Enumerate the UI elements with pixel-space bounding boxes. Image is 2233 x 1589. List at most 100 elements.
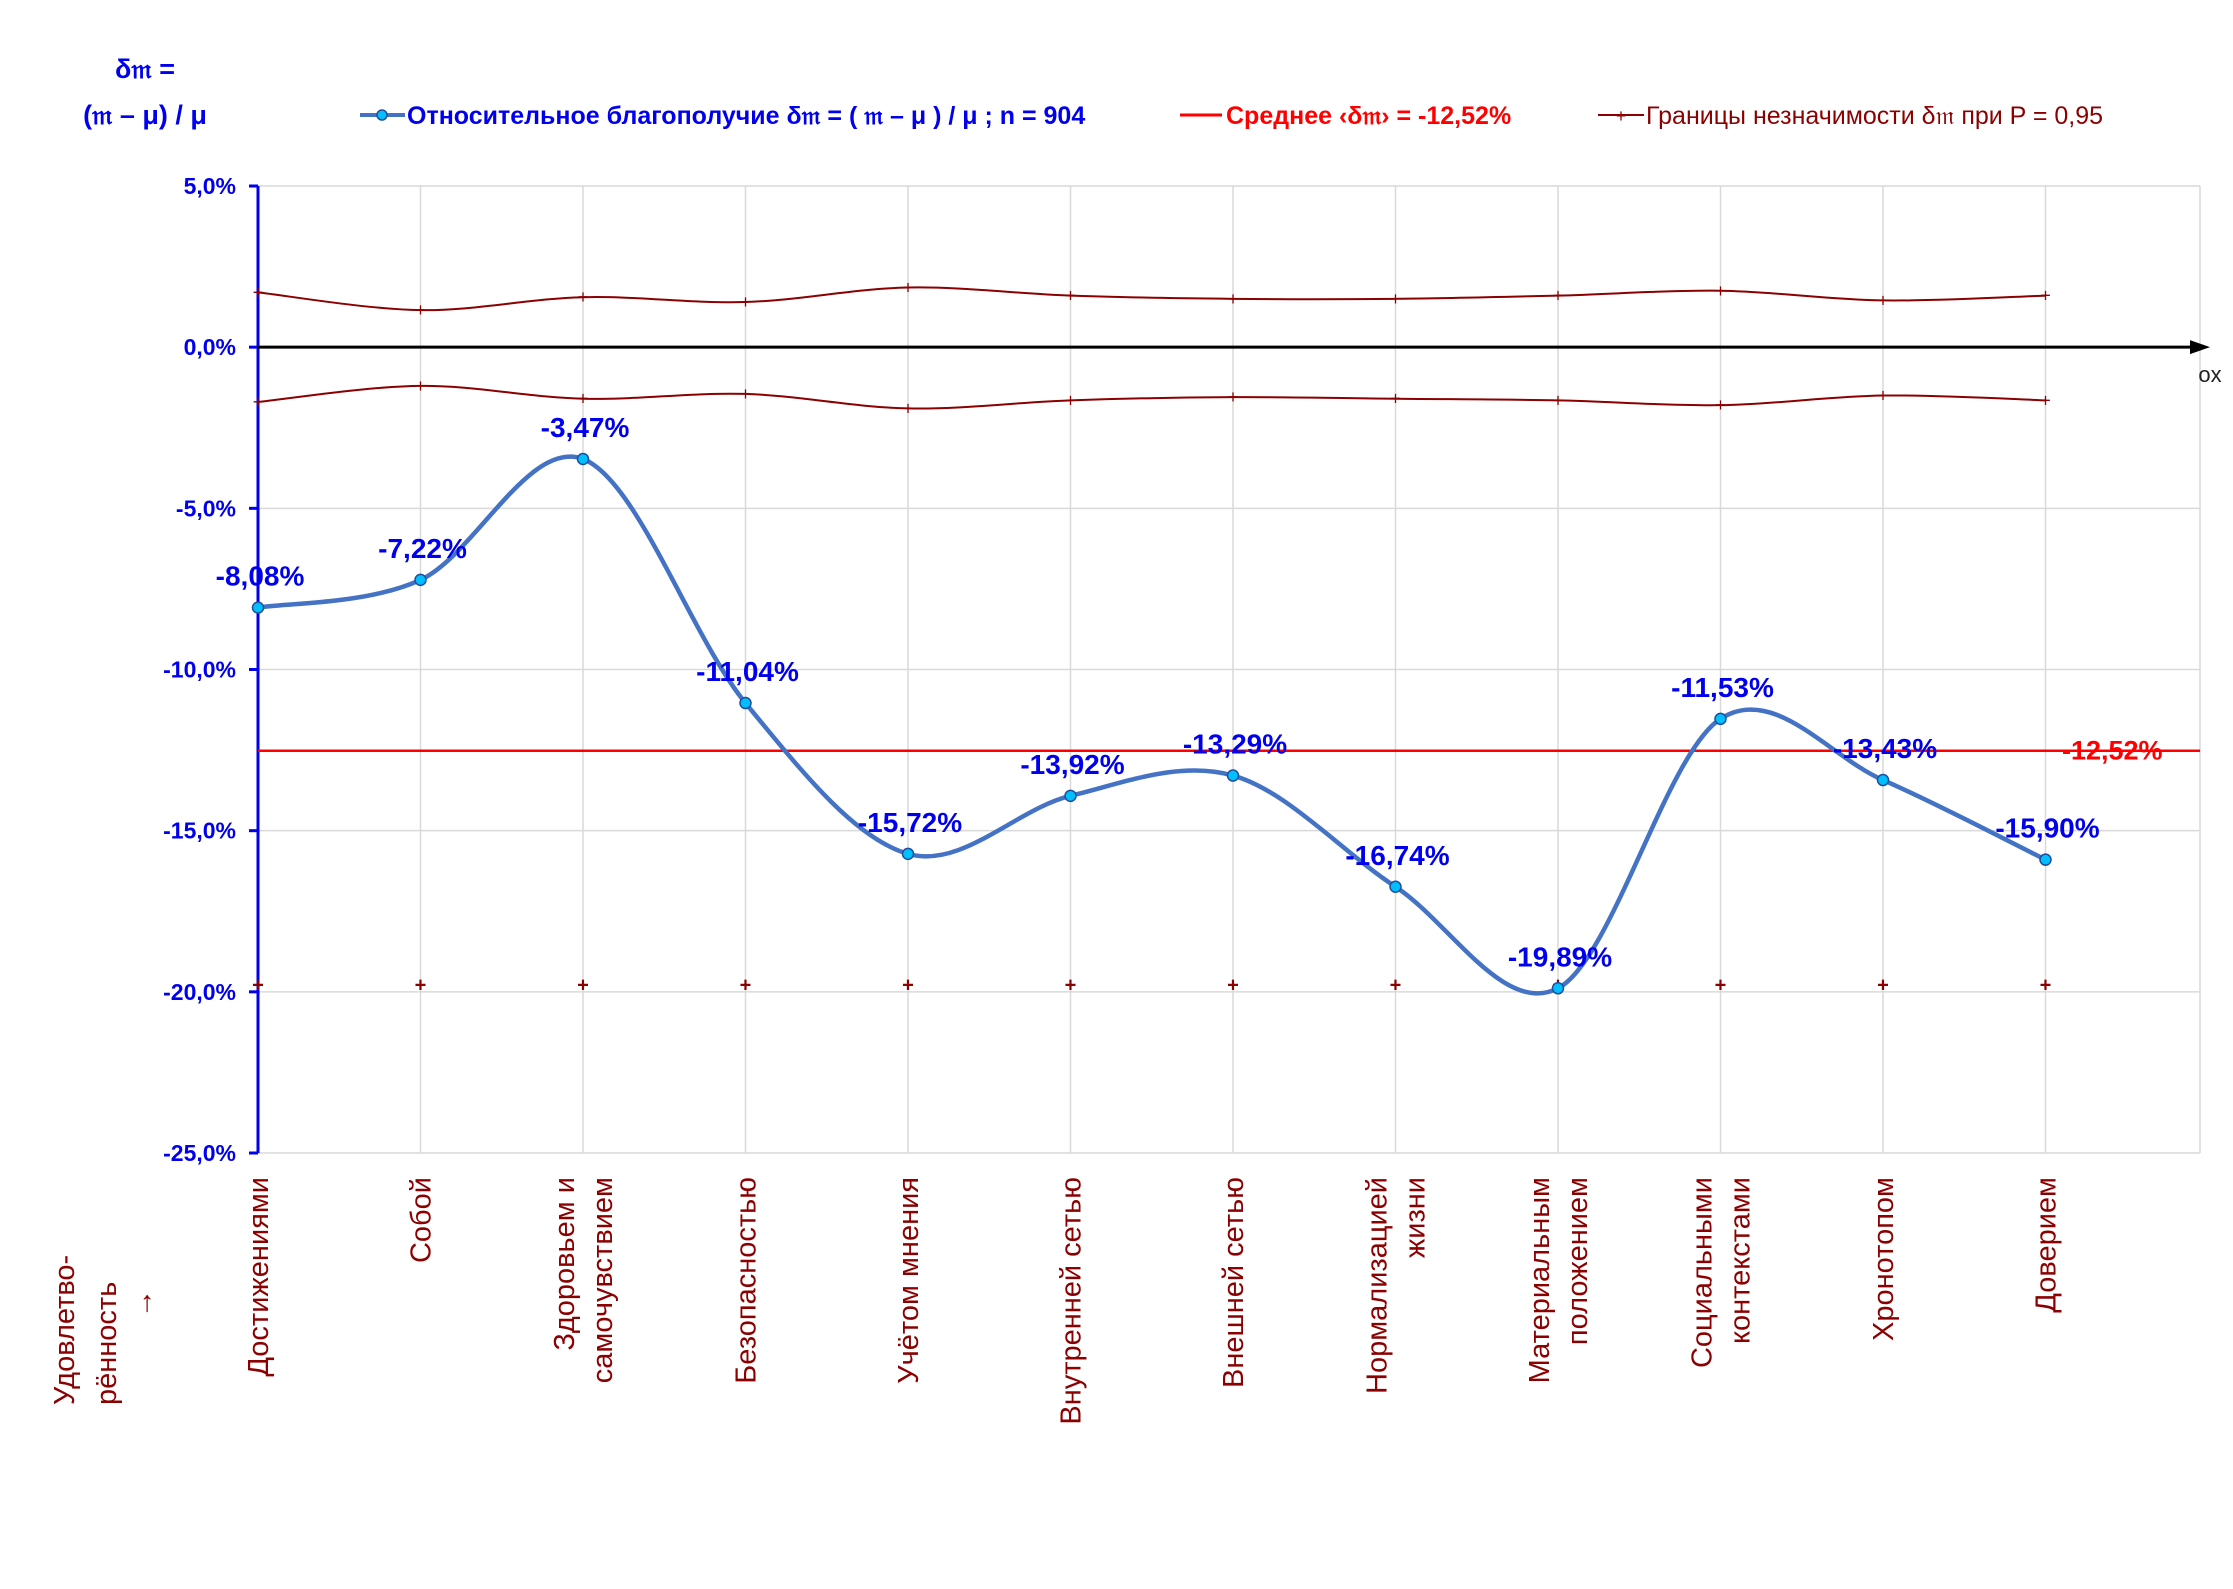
bound-marker: +	[1228, 289, 1239, 309]
category-label: Безопасностью	[731, 1177, 763, 1384]
bound-marker: +	[415, 376, 426, 396]
side-label-line1: Удовлетво-	[49, 1255, 81, 1405]
bound-marker: +	[740, 292, 751, 312]
category-label: Нормализацией	[1362, 1177, 1394, 1394]
data-point	[576, 452, 590, 466]
legend-mean-label: Среднее ‹δ𝔪› = -12,52%	[1226, 102, 1511, 130]
data-point	[1389, 880, 1402, 894]
data-point	[901, 847, 915, 861]
bound-marker: +	[1715, 281, 1726, 301]
category-label: Собой	[406, 1177, 438, 1263]
axes	[249, 184, 2210, 1155]
bound-marker: +	[1065, 286, 1076, 306]
category-label: жизни	[1400, 1177, 1432, 1258]
y-tick-label: 0,0%	[184, 334, 236, 360]
bound-marker: +	[578, 389, 589, 409]
baseline-marker: +	[1065, 974, 1077, 996]
y-tick-labels: 5,0% 0,0% -5,0% -10,0% -15,0% -20,0% -25,0%	[163, 173, 236, 1166]
bound-marker: +	[1390, 389, 1401, 409]
y-tick-label: -10,0%	[163, 657, 236, 683]
gridlines	[257, 185, 2201, 1154]
data-point	[1551, 982, 1565, 995]
data-point	[1064, 789, 1077, 803]
baseline-marker: +	[1715, 974, 1727, 996]
bound-marker: +	[415, 300, 426, 320]
lower-bound-line	[257, 384, 2046, 410]
baseline-marker: +	[415, 974, 427, 996]
data-label: -8,08%	[216, 561, 305, 592]
baseline-marker: +	[252, 974, 264, 996]
category-label: Здоровьем и	[549, 1177, 581, 1351]
data-label: -11,04%	[696, 656, 799, 687]
data-point	[739, 696, 752, 710]
x-axis-name: ox	[2198, 362, 2221, 387]
bound-marker: +	[1878, 386, 1889, 406]
category-label: Доверием	[2031, 1177, 2063, 1313]
series-line	[257, 454, 2047, 996]
zero-axis-arrowhead	[2190, 340, 2210, 355]
series	[251, 452, 2052, 996]
y-axis-title-line2: (𝔪 – μ) / μ	[83, 100, 207, 130]
category-label: Достижениями	[243, 1177, 275, 1377]
data-label: -13,92%	[1020, 749, 1124, 780]
legend-series-marker	[376, 109, 388, 121]
baseline-marker: +	[740, 974, 752, 996]
bound-marker: +	[1390, 289, 1401, 309]
data-label: -3,47%	[541, 412, 630, 443]
y-tick-label: -5,0%	[176, 495, 236, 521]
side-label-line2: рённость	[91, 1282, 123, 1405]
bound-marker: +	[253, 282, 264, 302]
data-label: -7,22%	[378, 533, 467, 564]
legend: Относительное благополучие δ𝔪 = ( 𝔪 – μ …	[360, 102, 2103, 130]
data-label: -19,89%	[1508, 941, 1612, 972]
category-labels: Достижениями Собой Здоровьем и самочувствие…	[243, 1177, 2063, 1425]
bound-marker: +	[903, 398, 914, 418]
bound-marker: +	[1065, 390, 1076, 410]
data-labels: -8,08% -7,22% -3,47% -11,04% -15,72% -13,92% -…	[216, 412, 2100, 972]
data-point	[1876, 773, 1890, 787]
category-label: Хронотопом	[1868, 1177, 1900, 1341]
side-label-arrow: →	[127, 1289, 159, 1318]
data-label: -15,72%	[858, 807, 962, 838]
category-label: Материальным	[1524, 1177, 1556, 1383]
legend-series: Относительное благополучие δ𝔪 = ( 𝔪 – μ …	[360, 102, 1085, 130]
category-label: Внешней сетью	[1218, 1177, 1250, 1388]
data-point	[2039, 853, 2052, 866]
y-tick-label: -15,0%	[163, 818, 236, 844]
legend-series-label: Относительное благополучие δ𝔪 = ( 𝔪 – μ …	[407, 102, 1085, 130]
category-label: самочувствием	[587, 1177, 619, 1383]
data-point	[1714, 712, 1727, 726]
baseline-marker: +	[1877, 974, 1889, 996]
data-label: -11,53%	[1671, 672, 1774, 703]
bound-marker: +	[903, 278, 914, 298]
data-point	[414, 573, 427, 587]
bound-marker: +	[1715, 395, 1726, 415]
mean-value-label: -12,52%	[2062, 736, 2163, 766]
bound-marker: +	[1553, 390, 1564, 410]
data-point	[251, 601, 265, 614]
bound-marker: +	[253, 392, 264, 412]
bound-marker: +	[740, 384, 751, 404]
data-label: -16,74%	[1345, 840, 1449, 871]
bound-marker: +	[578, 287, 589, 307]
legend-bounds-label: Границы незначимости δ𝔪 при P = 0,95	[1646, 102, 2103, 130]
data-label: -13,29%	[1183, 729, 1287, 760]
side-label: Удовлетво- рённость →	[49, 1255, 159, 1405]
y-tick-label: 5,0%	[184, 173, 236, 199]
baseline-marker: +	[2040, 974, 2052, 996]
baseline-marker: +	[577, 974, 589, 996]
mean-line: -12,52%	[258, 736, 2200, 766]
upper-bound-line	[257, 286, 2046, 312]
bound-marker: +	[2040, 390, 2051, 410]
category-label: Учётом мнения	[893, 1177, 925, 1384]
category-label: положением	[1562, 1177, 1594, 1345]
baseline-marker: +	[1390, 974, 1402, 996]
bound-marker: +	[2040, 286, 2051, 306]
data-label: -13,43%	[1833, 733, 1937, 764]
bound-marker: +	[1553, 286, 1564, 306]
significance-bounds: ++++++++++++++++++++++++++++++++++++	[252, 278, 2051, 997]
legend-mean: Среднее ‹δ𝔪› = -12,52%	[1180, 102, 1511, 130]
bound-marker: +	[1878, 290, 1889, 310]
y-tick-label: -20,0%	[163, 979, 236, 1005]
